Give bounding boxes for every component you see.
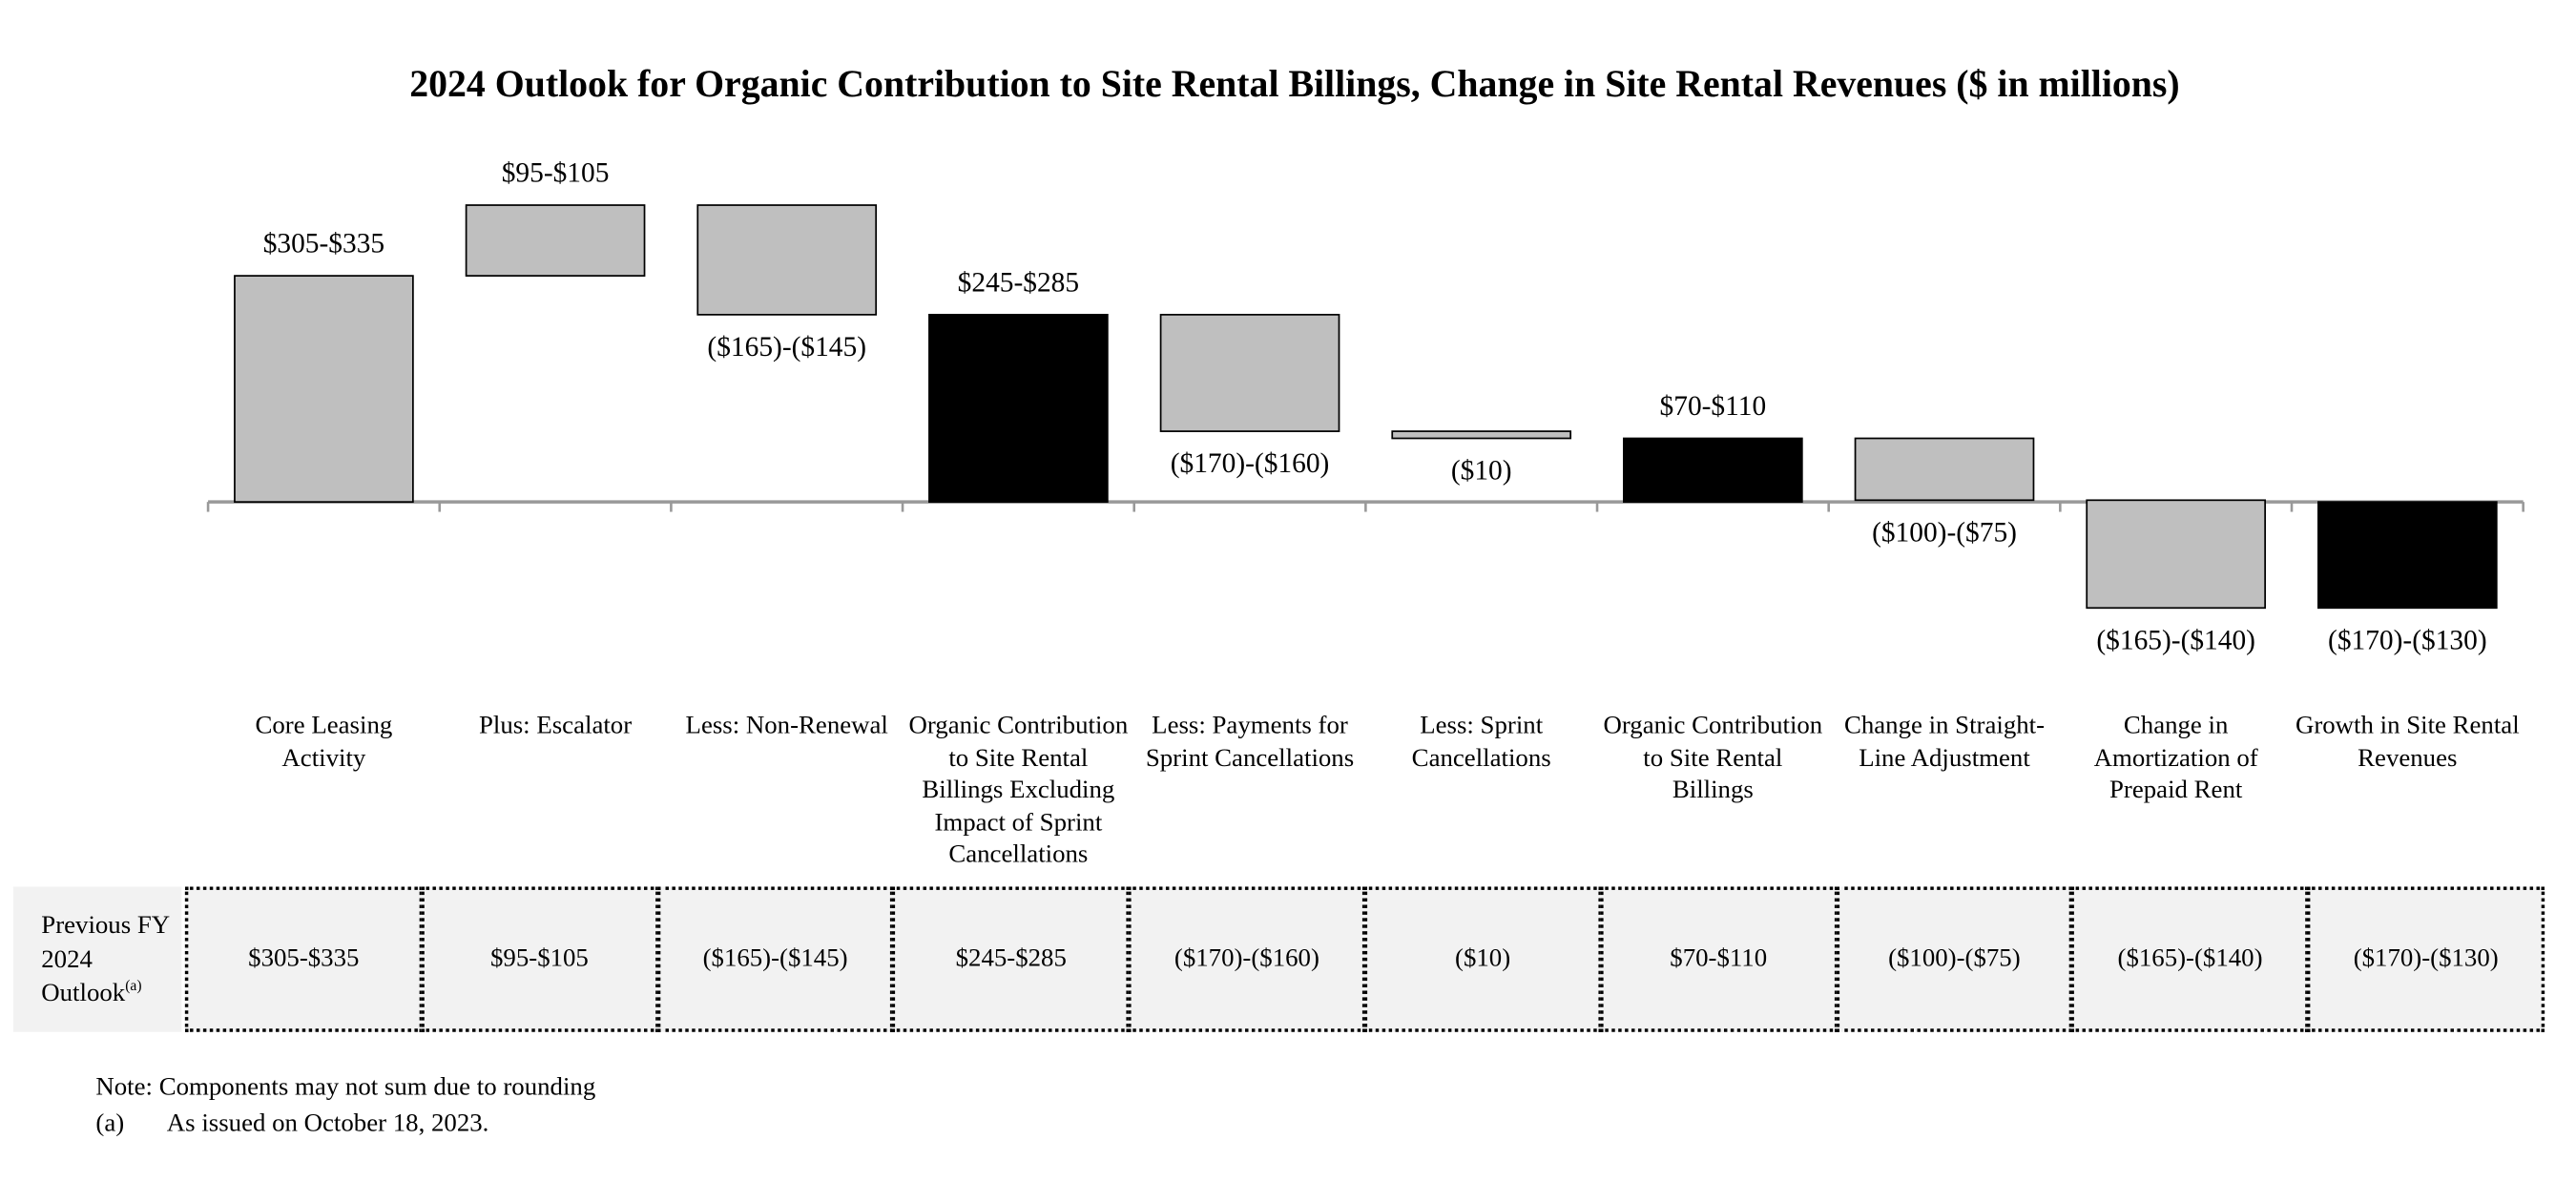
previous-outlook-table: Previous FY 2024 Outlook(a) $305-$335 $95… [12,886,2545,1032]
table-cell: ($170)-($130) [2307,886,2545,1032]
bar [2086,499,2267,610]
category-label: Less: Sprint Cancellations [1411,711,1551,773]
note: Note: Components may not sum due to roun… [95,1073,596,1102]
table-cell: $305-$335 [184,886,423,1032]
bar [2317,501,2498,610]
value-label: $70-$110 [1660,391,1767,422]
value-label: $95-$105 [502,158,610,189]
chart: 2024 Outlook for Organic Contribution to… [206,63,2524,655]
footnote-marker: (a) [125,977,142,994]
value-label: ($170)-($130) [2328,625,2487,655]
table-cell: ($165)-($140) [2071,886,2309,1032]
table-cell: $245-$285 [892,886,1131,1032]
row-header-label: Previous FY 2024 Outlook [41,911,170,1007]
table-cell: ($170)-($160) [1128,886,1366,1032]
category-label: Change in Straight-Line Adjustment [1843,711,2046,773]
footnote: As issued on October 18, 2023. [166,1109,489,1138]
category-label: Growth in Site Rental Revenues [2295,711,2520,773]
table-cell: ($100)-($75) [1835,886,2073,1032]
value-label: ($165)-($145) [707,332,866,363]
bar [1623,437,1803,504]
bar [234,275,414,504]
chart-title: 2024 Outlook for Organic Contribution to… [409,63,2179,105]
table-cell: ($10) [1363,886,1602,1032]
bar [928,313,1109,504]
table-cell: ($165)-($145) [656,886,895,1032]
category-label: Change in Amortization of Prepaid Rent [2093,711,2258,804]
bar [1391,430,1572,440]
category-label: Less: Payments for Sprint Cancellations [1145,711,1355,773]
value-label: ($165)-($140) [2096,625,2255,655]
category-label: Organic Contribution to Site Rental Bill… [908,711,1129,869]
category-label: Core Leasing Activity [255,711,393,773]
footnote-marker: (a) [95,1109,125,1138]
category-label: Plus: Escalator [478,711,633,740]
category-label: Organic Contribution to Site Rental Bill… [1603,711,1823,804]
value-label: ($10) [1451,456,1512,487]
row-header: Previous FY 2024 Outlook(a) [12,886,182,1032]
category-label: Less: Non-Renewal [685,711,888,740]
value-label: $245-$285 [958,267,1079,298]
bar [696,204,878,316]
value-label: $305-$335 [263,229,384,259]
value-label: ($170)-($160) [1171,448,1330,479]
bar [1854,437,2035,502]
value-label: ($100)-($75) [1872,517,2017,548]
bar [1159,313,1340,432]
bar [465,204,646,277]
table-cell: $95-$105 [421,886,658,1032]
table-cell: $70-$110 [1599,886,1838,1032]
